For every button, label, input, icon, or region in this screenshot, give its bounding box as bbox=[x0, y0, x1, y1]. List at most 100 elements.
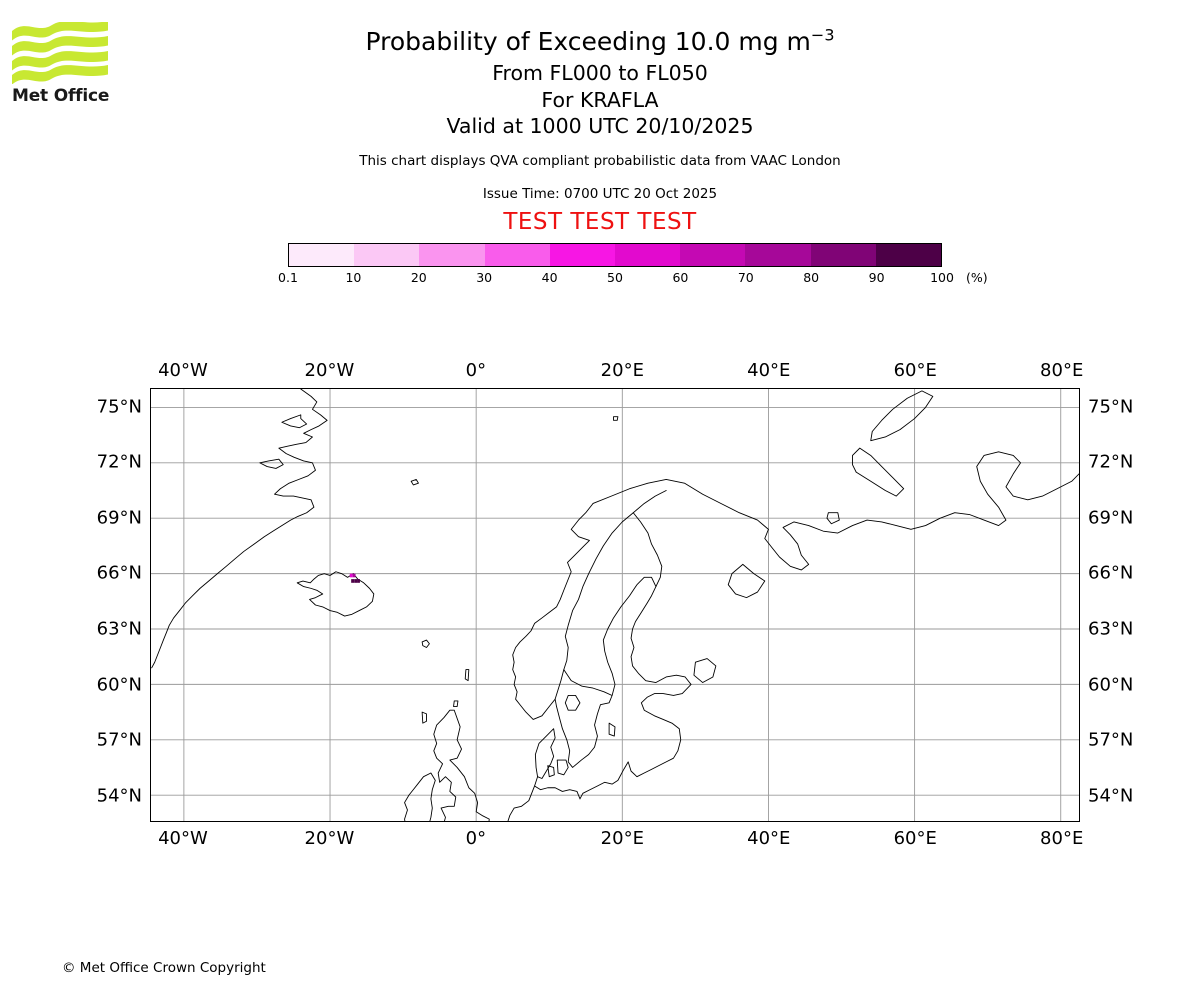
lat-label-right-75: 75°N bbox=[1088, 396, 1134, 418]
ash-plume-contours bbox=[349, 573, 360, 583]
colorbar-tick-60: 60 bbox=[672, 270, 689, 285]
page-title: Probability of Exceeding 10.0 mg m−3 bbox=[0, 24, 1200, 60]
plume-cell-0 bbox=[349, 573, 353, 578]
coastline-segment-2 bbox=[259, 458, 284, 469]
qva-note: This chart displays QVA compliant probab… bbox=[359, 152, 841, 169]
coastline-segment-8 bbox=[852, 447, 905, 497]
lat-label-left-54: 54°N bbox=[96, 785, 142, 807]
colorbar-band-5 bbox=[615, 244, 681, 266]
coastline-segment-3 bbox=[296, 571, 375, 617]
lon-label-top-80: 80°E bbox=[1040, 360, 1084, 381]
coastline-segment-24 bbox=[507, 785, 536, 821]
coastline-segment-9 bbox=[870, 390, 934, 442]
colorbar-band-7 bbox=[745, 244, 811, 266]
coastline-segment-28 bbox=[453, 700, 459, 707]
colorbar-swatches bbox=[288, 243, 942, 267]
page-title-text: Probability of Exceeding 10.0 mg m bbox=[365, 27, 811, 56]
lon-label-bottom-0: 0° bbox=[465, 828, 487, 849]
probability-colorbar: 0.1 10 20 30 40 50 60 70 80 90 100 bbox=[278, 243, 954, 285]
lon-label-top-20: 20°E bbox=[600, 360, 644, 381]
coastline-segment-27 bbox=[421, 711, 427, 724]
issue-time: Issue Time: 0700 UTC 20 Oct 2025 bbox=[482, 185, 718, 202]
coastline-segment-1 bbox=[281, 414, 308, 429]
colorbar-tick-80: 80 bbox=[803, 270, 820, 285]
coastline-segment-17 bbox=[564, 695, 581, 711]
coastline-segment-14 bbox=[554, 669, 613, 768]
site-line: For KRAFLA bbox=[541, 87, 659, 112]
copyright-footer: © Met Office Crown Copyright bbox=[62, 960, 266, 976]
coastline-segment-0 bbox=[151, 389, 328, 669]
colorbar-tick-labels: 0.1 10 20 30 40 50 60 70 80 90 100 bbox=[278, 267, 954, 287]
lon-label-bottom-60: 60°E bbox=[893, 828, 937, 849]
lon-label-top--20: 20°W bbox=[304, 360, 355, 381]
lat-label-right-72: 72°N bbox=[1088, 451, 1134, 473]
coastline-segment-16 bbox=[602, 576, 657, 696]
coastline-segment-12 bbox=[727, 563, 766, 599]
lon-label-top--40: 40°W bbox=[158, 360, 208, 381]
lat-label-left-63: 63°N bbox=[96, 618, 142, 640]
map-coastlines bbox=[151, 389, 1079, 821]
lat-label-left-60: 60°N bbox=[96, 674, 142, 696]
lon-label-top-60: 60°E bbox=[893, 360, 937, 381]
coastline-segment-29 bbox=[464, 669, 470, 682]
coastline-segment-5 bbox=[410, 479, 419, 486]
coastline-segment-10 bbox=[826, 512, 840, 525]
coastline-segment-15 bbox=[579, 512, 692, 800]
met-office-wave-icon bbox=[12, 22, 108, 84]
lon-label-bottom-40: 40°E bbox=[747, 828, 791, 849]
title-block: Probability of Exceeding 10.0 mg m−3 Fro… bbox=[0, 24, 1200, 236]
colorbar-unit-label: (%) bbox=[966, 270, 988, 285]
colorbar-band-2 bbox=[419, 244, 485, 266]
colorbar-tick-10: 10 bbox=[345, 270, 362, 285]
lat-label-left-57: 57°N bbox=[96, 729, 142, 751]
lat-label-left-66: 66°N bbox=[96, 562, 142, 584]
lon-label-bottom--40: 40°W bbox=[158, 828, 208, 849]
colorbar-band-1 bbox=[354, 244, 420, 266]
coastline-segment-13 bbox=[512, 490, 667, 720]
lon-label-bottom--20: 20°W bbox=[304, 828, 355, 849]
map-gridlines bbox=[151, 389, 1079, 821]
lat-label-left-69: 69°N bbox=[96, 507, 142, 529]
lat-label-right-69: 69°N bbox=[1088, 507, 1134, 529]
coastline-segment-20 bbox=[556, 759, 569, 776]
coastline-segment-26 bbox=[404, 772, 436, 821]
lat-label-left-75: 75°N bbox=[96, 396, 142, 418]
colorbar-band-6 bbox=[680, 244, 746, 266]
plume-cell-1 bbox=[352, 573, 356, 578]
valid-time-line: Valid at 1000 UTC 20/10/2025 bbox=[446, 114, 754, 138]
colorbar-tick-50: 50 bbox=[607, 270, 623, 285]
lon-label-top-0: 0° bbox=[465, 360, 487, 381]
coastline-segment-19 bbox=[534, 728, 556, 779]
plume-cell-2 bbox=[351, 579, 355, 583]
met-office-logo: Met Office bbox=[12, 22, 112, 114]
colorbar-tick-70: 70 bbox=[737, 270, 754, 285]
colorbar-tick-30: 30 bbox=[476, 270, 493, 285]
coastline-segment-11 bbox=[592, 451, 1079, 571]
colorbar-band-3 bbox=[484, 244, 550, 266]
colorbar-tick-100: 100 bbox=[930, 270, 954, 285]
colorbar-band-4 bbox=[549, 244, 616, 266]
met-office-wordmark: Met Office bbox=[12, 86, 110, 106]
coastline-segment-23 bbox=[534, 776, 581, 800]
coastline-segment-4 bbox=[421, 639, 430, 648]
lat-label-right-60: 60°N bbox=[1088, 674, 1134, 696]
colorbar-tick-20: 20 bbox=[410, 270, 427, 285]
colorbar-tick-90: 90 bbox=[868, 270, 885, 285]
map-plot-area bbox=[150, 388, 1080, 822]
coastline-segment-21 bbox=[547, 765, 555, 778]
lat-label-right-54: 54°N bbox=[1088, 785, 1134, 807]
lat-label-right-63: 63°N bbox=[1088, 618, 1134, 640]
colorbar-band-8 bbox=[810, 244, 876, 266]
lon-label-top-40: 40°E bbox=[747, 360, 791, 381]
lon-label-bottom-20: 20°E bbox=[600, 828, 644, 849]
colorbar-band-0 bbox=[289, 244, 355, 266]
colorbar-band-9 bbox=[875, 244, 942, 266]
lat-label-left-72: 72°N bbox=[96, 451, 142, 473]
coastline-segment-18 bbox=[693, 658, 717, 683]
plume-cell-3 bbox=[354, 579, 358, 583]
colorbar-tick-40: 40 bbox=[541, 270, 558, 285]
page-title-exponent: −3 bbox=[810, 25, 835, 45]
coastline-segment-7 bbox=[613, 416, 619, 421]
lat-label-right-66: 66°N bbox=[1088, 562, 1134, 584]
coastline-segment-22 bbox=[608, 722, 616, 737]
